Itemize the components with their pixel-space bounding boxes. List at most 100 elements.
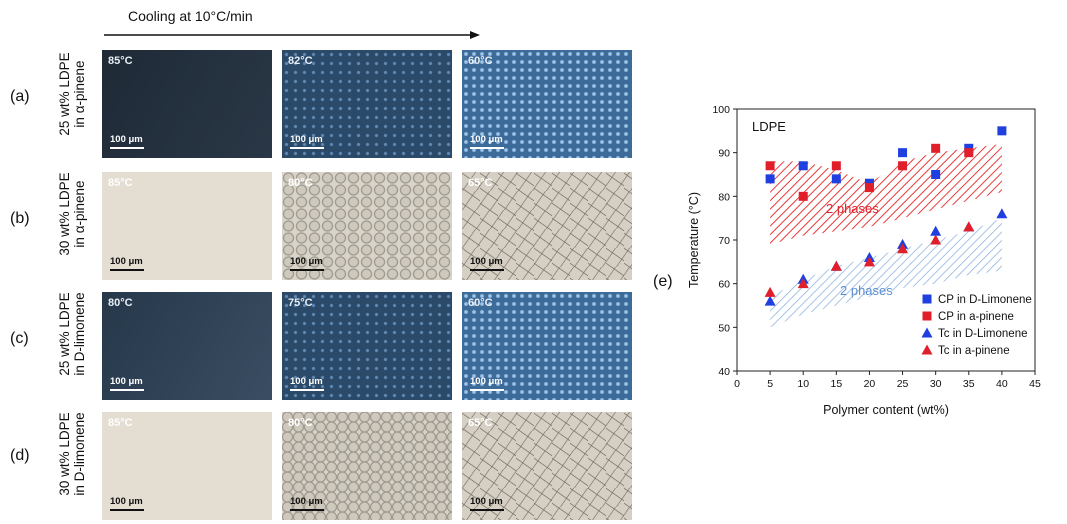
data-point-square [798, 161, 808, 171]
temp-label: 85°C [108, 417, 133, 429]
micrograph-c-2: 75°C 100 μm [282, 292, 452, 400]
x-tick-label: 20 [864, 378, 876, 390]
scale-bar [470, 389, 504, 391]
legend-marker [922, 311, 932, 321]
y-tick-label: 40 [718, 366, 730, 378]
scale-bar-label: 100 μm [470, 134, 503, 145]
region-label-lower: 2 phases [840, 283, 893, 298]
chart-title: LDPE [752, 119, 786, 134]
scale-bar-label: 100 μm [110, 496, 143, 507]
data-point-triangle [797, 278, 809, 289]
sample-label-d: 30 wt% LDPE in D-limonene [57, 384, 87, 524]
data-point-square [898, 161, 908, 171]
data-point-square [798, 191, 808, 201]
legend-marker [921, 327, 933, 338]
legend-marker [922, 294, 932, 304]
scale-bar-label: 100 μm [470, 256, 503, 267]
data-point-triangle [764, 295, 776, 306]
x-tick-label: 35 [963, 378, 975, 390]
sample-label-b: 30 wt% LDPE in α-pinene [57, 144, 87, 284]
scale-bar [110, 147, 144, 149]
scale-bar [470, 509, 504, 511]
scale-bar [290, 389, 324, 391]
data-point-triangle [830, 260, 842, 271]
data-point-triangle [863, 256, 875, 267]
temp-label: 80°C [108, 297, 133, 309]
legend-label: Tc in D-Limonene [938, 328, 1027, 340]
data-point-triangle [897, 243, 909, 254]
two-phase-region-lower [770, 218, 1002, 328]
scale-bar-label: 100 μm [470, 376, 503, 387]
cooling-arrow [104, 31, 480, 39]
x-tick-label: 5 [767, 378, 773, 390]
sample-label-a: 25 wt% LDPE in α-pinene [57, 24, 87, 164]
sample-label-c-line2: in D-limonene [72, 292, 87, 376]
micrograph-c-1: 80°C 100 μm [102, 292, 272, 400]
sample-label-c-line1: 25 wt% LDPE [57, 292, 72, 376]
sample-label-d-line1: 30 wt% LDPE [57, 412, 72, 496]
scale-bar-label: 100 μm [110, 256, 143, 267]
y-tick-label: 90 [718, 148, 730, 160]
scale-bar [470, 269, 504, 271]
scale-bar [110, 389, 144, 391]
scale-bar-label: 100 μm [290, 496, 323, 507]
temp-label: 85°C [108, 55, 133, 67]
temp-label: 75°C [288, 297, 313, 309]
cooling-rate-title: Cooling at 10°C/min [128, 8, 253, 24]
scale-bar-label: 100 μm [470, 496, 503, 507]
temp-label: 60°C [468, 55, 493, 67]
temp-label: 60°C [468, 297, 493, 309]
data-point-triangle [764, 286, 776, 297]
row-label-a: (a) [10, 88, 30, 105]
y-axis-label: Temperature (°C) [687, 192, 701, 288]
sample-label-b-line2: in α-pinene [72, 180, 87, 248]
scale-bar [290, 147, 324, 149]
scale-bar [290, 509, 324, 511]
sample-label-a-line2: in α-pinene [72, 60, 87, 128]
y-tick-label: 80 [718, 191, 730, 203]
scale-bar [290, 269, 324, 271]
data-point-triangle [930, 234, 942, 245]
scale-bar-label: 100 μm [290, 134, 323, 145]
data-point-square [765, 174, 775, 184]
two-phase-region-upper [770, 143, 1002, 245]
micrograph-c-3: 60°C 100 μm [462, 292, 632, 400]
scale-bar-label: 100 μm [290, 256, 323, 267]
legend-marker [921, 344, 933, 355]
y-tick-label: 50 [718, 322, 730, 334]
temp-label: 80°C [288, 417, 313, 429]
temp-label: 65°C [468, 177, 493, 189]
micrograph-d-3: 65°C 100 μm [462, 412, 632, 520]
temp-label: 85°C [108, 177, 133, 189]
micrograph-b-2: 80°C 100 μm [282, 172, 452, 280]
sample-label-c: 25 wt% LDPE in D-limonene [57, 264, 87, 404]
legend-label: CP in D-Limonene [938, 294, 1032, 306]
x-tick-label: 15 [830, 378, 842, 390]
micrograph-b-3: 65°C 100 μm [462, 172, 632, 280]
micrograph-d-2: 80°C 100 μm [282, 412, 452, 520]
scale-bar [470, 147, 504, 149]
data-point-square [765, 161, 775, 171]
scale-bar [110, 509, 144, 511]
x-tick-label: 40 [996, 378, 1008, 390]
x-tick-label: 0 [734, 378, 740, 390]
y-tick-label: 60 [718, 279, 730, 291]
micrograph-a-2: 82°C 100 μm [282, 50, 452, 158]
scale-bar-label: 100 μm [110, 376, 143, 387]
data-point-square [931, 170, 941, 179]
micrograph-a-1: 85°C 100 μm [102, 50, 272, 158]
micrograph-a-3: 60°C 100 μm [462, 50, 632, 158]
sample-label-a-line1: 25 wt% LDPE [57, 52, 72, 136]
micrograph-b-1: 85°C 100 μm [102, 172, 272, 280]
data-point-square [931, 143, 941, 153]
data-point-triangle [963, 221, 975, 232]
temp-label: 82°C [288, 55, 313, 67]
data-point-square [831, 174, 841, 184]
row-label-d: (d) [10, 447, 30, 464]
row-label-c: (c) [10, 330, 29, 347]
scale-bar-label: 100 μm [290, 376, 323, 387]
legend-label: Tc in a-pinene [938, 345, 1010, 357]
y-tick-label: 70 [718, 235, 730, 247]
scale-bar-label: 100 μm [110, 134, 143, 145]
x-tick-label: 45 [1029, 378, 1041, 390]
